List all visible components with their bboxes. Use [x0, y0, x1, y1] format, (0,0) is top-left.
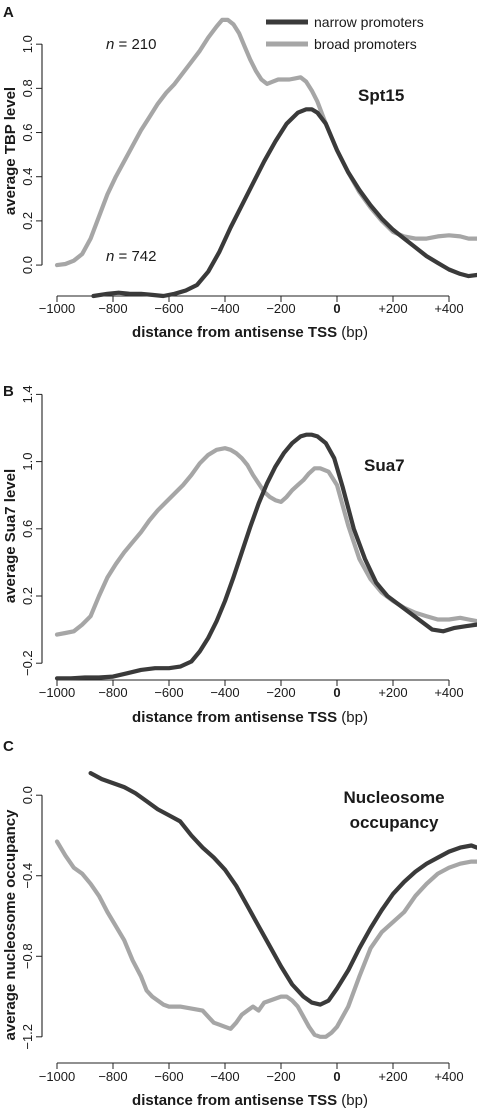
panel-b-x-tick-label: −600: [154, 685, 183, 700]
panel-b: B average Sua7 level −1000 −800 −600 −400 −2…: [2, 383, 477, 726]
panel-a-narrow-promoters-line: [91, 107, 477, 299]
panel-b-axes: −1000 −800 −600 −400 −200 0 +200 +400 −0.2 0.2 0.6…: [20, 385, 464, 700]
panel-c-y-tick-label: −0.4: [20, 863, 35, 889]
n-210-annotation: n = 210: [106, 36, 156, 53]
panel-a-xlabel-unit: (bp): [341, 324, 368, 341]
panel-a-x-tick-label: −800: [98, 301, 127, 316]
n-210-n: n: [106, 36, 114, 53]
panel-a-x-tick-label: +400: [434, 301, 463, 316]
panel-c-narrow-promoters-line: [88, 770, 477, 1007]
panel-a-broad-promoters-line: [54, 17, 477, 268]
panel-b-x-tick-label: +400: [434, 685, 463, 700]
panel-c-y-tick-label: −1.2: [20, 1024, 35, 1050]
panel-c-title-line-2: occupancy: [350, 813, 439, 832]
panel-b-y-tick-label: 0.6: [20, 520, 35, 538]
panel-a-title: Spt15: [358, 86, 404, 105]
panel-c-ylabel: average nucleosome occupancy: [2, 809, 19, 1041]
panel-a-x-tick-label: −600: [154, 301, 183, 316]
panel-c-x-tick-label: −200: [266, 1069, 295, 1084]
panel-c-xlabel-main: distance from antisense TSS: [132, 1092, 337, 1109]
panel-a-letter: A: [3, 4, 14, 21]
panel-b-x-tick-label: +200: [378, 685, 407, 700]
panel-c-x-tick-label: −400: [210, 1069, 239, 1084]
panel-b-xlabel-unit: (bp): [341, 709, 368, 726]
panel-c: C average nucleosome occupancy −1000 −800…: [2, 738, 477, 1109]
panel-c-letter: C: [3, 738, 14, 755]
panel-a-x-tick-label: −1000: [39, 301, 76, 316]
panel-b-x-tick-label: −1000: [39, 685, 76, 700]
panel-a-y-tick-label: 0.4: [20, 168, 35, 186]
panel-a-ylabel: average TBP level: [2, 87, 19, 215]
panel-b-x-tick-label: −200: [266, 685, 295, 700]
panel-a: A average TBP level −1000 −800 −600 −400 −20…: [2, 4, 477, 341]
panel-a-y-tick-label: 0.8: [20, 79, 35, 97]
panel-a-y-tick-label: 1.0: [20, 35, 35, 53]
panel-c-broad-promoters-line: [54, 839, 477, 1039]
panel-a-y-tick-label: 0.0: [20, 256, 35, 274]
panel-a-y-tick-label: 0.2: [20, 212, 35, 230]
panel-b-y-tick-label: −0.2: [20, 650, 35, 676]
legend-broad-label: broad promoters: [314, 36, 417, 52]
panel-b-x-tick-label: −400: [210, 685, 239, 700]
panel-a-x-tick-label: −400: [210, 301, 239, 316]
panel-b-x-tick-label: −800: [98, 685, 127, 700]
panel-b-title: Sua7: [364, 456, 405, 475]
panel-b-y-tick-label: 1.0: [20, 453, 35, 471]
panel-c-x-tick-label: +200: [378, 1069, 407, 1084]
panel-c-x-tick-label: −1000: [39, 1069, 76, 1084]
panel-c-xlabel: distance from antisense TSS (bp): [132, 1092, 368, 1109]
panel-c-x-tick-label: −600: [154, 1069, 183, 1084]
panel-a-x-tick-label: 0: [333, 301, 340, 316]
legend-narrow-label: narrow promoters: [314, 14, 424, 30]
legend: narrow promoters broad promoters: [266, 14, 424, 52]
panel-c-series: [54, 770, 477, 1039]
n-742-annotation: n = 742: [106, 248, 156, 265]
panel-b-broad-promoters-line: [54, 446, 477, 637]
panel-a-xlabel-main: distance from antisense TSS: [132, 324, 337, 341]
panel-a-axes: −1000 −800 −600 −400 −200 0 +200 +400 0.0 0.2 0.4 0…: [20, 35, 464, 316]
panel-a-series: [54, 17, 477, 299]
panel-b-series: [54, 432, 477, 681]
panel-b-narrow-promoters-line: [54, 432, 477, 681]
panel-b-xlabel: distance from antisense TSS (bp): [132, 709, 368, 726]
panel-a-xlabel: distance from antisense TSS (bp): [132, 324, 368, 341]
panel-c-x-tick-label: 0: [333, 1069, 340, 1084]
panel-c-xlabel-unit: (bp): [341, 1092, 368, 1109]
panel-b-letter: B: [3, 383, 14, 400]
panel-a-y-tick-label: 0.6: [20, 123, 35, 141]
n-742-n: n: [106, 248, 114, 265]
panel-c-x-tick-label: −800: [98, 1069, 127, 1084]
panel-c-y-tick-label: 0.0: [20, 786, 35, 804]
panel-a-x-tick-label: +200: [378, 301, 407, 316]
n-742-value: = 742: [114, 248, 156, 265]
panel-b-y-tick-label: 0.2: [20, 587, 35, 605]
panel-b-ylabel: average Sua7 level: [2, 469, 19, 603]
panel-c-axes: −1000 −800 −600 −400 −200 0 +200 +400 −1.2 −0.8 −0…: [20, 786, 464, 1084]
panel-b-xlabel-main: distance from antisense TSS: [132, 709, 337, 726]
panel-c-x-tick-label: +400: [434, 1069, 463, 1084]
panel-a-x-tick-label: −200: [266, 301, 295, 316]
panel-c-y-tick-label: −0.8: [20, 943, 35, 969]
panel-c-title-line-1: Nucleosome: [343, 788, 444, 807]
panel-b-y-tick-label: 1.4: [20, 385, 35, 403]
panel-b-x-tick-label: 0: [333, 685, 340, 700]
n-210-value: = 210: [114, 36, 156, 53]
